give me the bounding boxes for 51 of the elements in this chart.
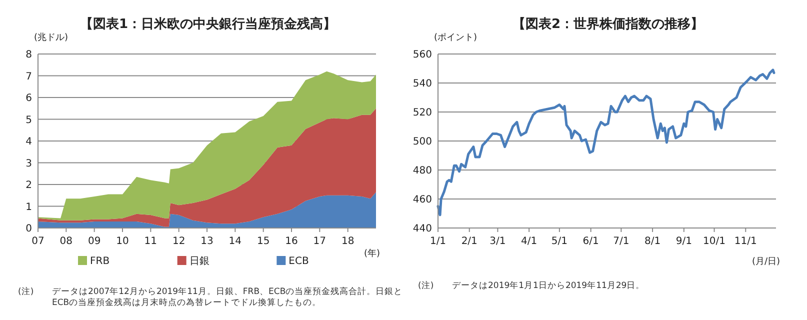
x-tick-label: 16 <box>285 236 298 247</box>
y-tick-label: 540 <box>412 78 432 90</box>
y-tick-label: 5 <box>26 114 32 126</box>
y-tick-label: 520 <box>412 108 432 118</box>
x-tick-label: 11/1 <box>734 236 757 247</box>
y-tick-label: 8 <box>26 50 32 60</box>
chart-title: 【図表1：日米欧の中央銀行当座預金残高】 <box>80 16 336 32</box>
x-tick-label: 6/1 <box>582 236 599 247</box>
legend-label: 日銀 <box>189 256 210 267</box>
x-tick-label: 13 <box>200 236 214 247</box>
y-axis-title: (兆ドル) <box>34 32 68 43</box>
y-tick-label: 500 <box>412 136 432 148</box>
y-tick-label: 440 <box>412 224 432 234</box>
x-tick-label: 8/1 <box>644 236 661 247</box>
x-tick-label: 9/1 <box>676 236 692 247</box>
y-tick-label: 4 <box>26 136 32 148</box>
y-tick-label: 7 <box>26 71 32 82</box>
x-tick-label: 17 <box>313 236 326 247</box>
x-tick-label: 14 <box>228 236 242 247</box>
x-tick-label: 5/1 <box>551 236 568 247</box>
y-tick-label: 480 <box>412 166 432 176</box>
x-tick-label: 4/1 <box>521 236 538 247</box>
chart-title: 【図表2：世界株価指数の推移】 <box>512 16 704 32</box>
line-series <box>436 68 776 216</box>
x-tick-label: 10/1 <box>703 236 726 247</box>
x-tick-label: 2/1 <box>461 236 478 247</box>
legend-label: ECB <box>288 256 309 267</box>
x-tick-label: 15 <box>256 236 270 247</box>
x-tick-label: 7/1 <box>613 236 630 247</box>
x-tick-label: 18 <box>341 236 354 247</box>
x-axis-title: (年) <box>364 248 380 259</box>
x-tick-label: 07 <box>32 236 44 247</box>
x-tick-label: 3/1 <box>490 236 506 247</box>
x-tick-label: 1/1 <box>430 236 446 247</box>
text: (注) データは2007年12月から2019年11月。日銀、FRB、ECBの当座預金残高合計。日銀とECBの当座預金残高は月末時点の為替レートでドル換算したもの。 <box>18 287 403 308</box>
y-tick-label: 2 <box>26 180 32 191</box>
y-tick-label: 0 <box>26 224 32 234</box>
y-tick-label: 460 <box>412 194 432 206</box>
y-tick-label: 1 <box>26 202 32 213</box>
x-tick-label: 10 <box>116 236 129 247</box>
x-tick-label: 11 <box>144 236 158 247</box>
legend-label: FRB <box>90 256 110 267</box>
y-axis-title: (ポイント) <box>434 33 478 43</box>
x-tick-label: 09 <box>88 236 101 247</box>
x-tick-label: 12 <box>172 236 186 247</box>
x-axis-title: (月/日) <box>752 257 780 267</box>
text: (注) データは2019年1月1日から2019年11月29日。 <box>418 281 645 291</box>
x-tick-label: 08 <box>60 236 73 247</box>
y-tick-label: 3 <box>26 158 32 170</box>
y-tick-label: 6 <box>26 93 32 104</box>
y-tick-label: 560 <box>412 50 432 60</box>
